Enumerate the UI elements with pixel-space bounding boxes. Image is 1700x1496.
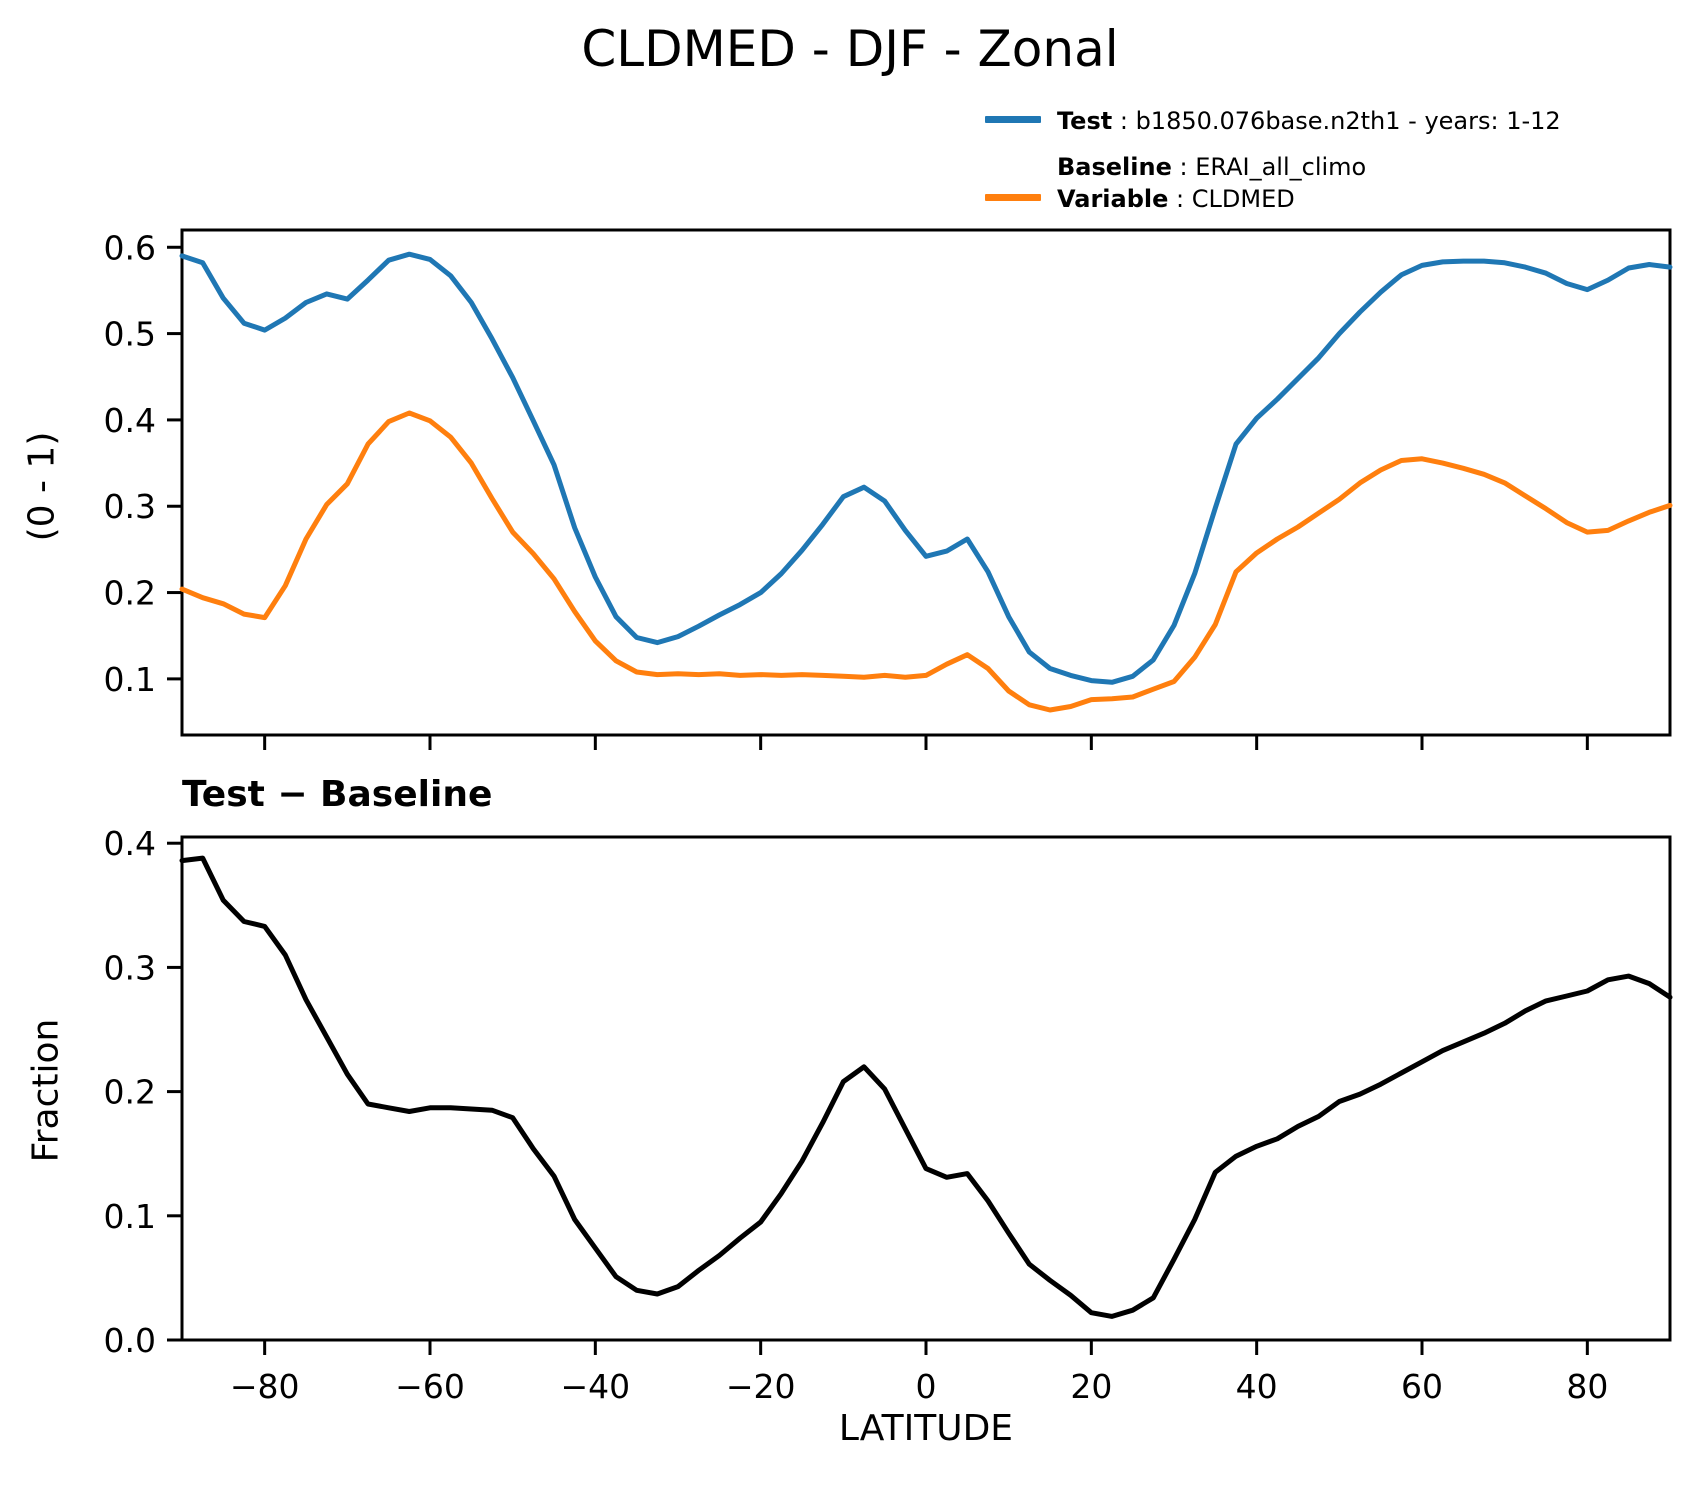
x-tick-label: 20 [1070,1367,1112,1406]
test-line [179,251,1673,685]
y-tick-label: 0.3 [104,948,156,987]
legend: Test : b1850.076base.n2th1 - years: 1-12… [985,106,1561,230]
legend-entry-test: Test : b1850.076base.n2th1 - years: 1-12 [985,106,1561,138]
y-tick-label: 0.6 [104,228,156,267]
y-tick-label: 0.3 [104,487,156,526]
x-axis-label: LATITUDE [838,1408,1014,1449]
axes-frame [180,228,1672,737]
y-tick-label: 0.1 [104,660,156,699]
x-tick-label: 80 [1566,1367,1608,1406]
baseline-line-swatch [985,193,1041,201]
test-line-swatch [985,116,1041,123]
x-tick-label: −80 [230,1367,300,1406]
x-tick-label: −40 [561,1367,631,1406]
chart-title: CLDMED - DJF - Zonal [581,20,1119,78]
x-tick-label: 40 [1236,1367,1278,1406]
y-tick-label: 0.4 [104,824,156,863]
x-tick-label: −20 [726,1367,796,1406]
legend-baseline-label: Baseline : ERAI_all_climo Variable : CLD… [1057,152,1367,213]
diff-line [179,855,1673,1319]
x-tick-label: 0 [916,1367,937,1406]
baseline-line [179,410,1673,713]
x-tick-label: −60 [395,1367,465,1406]
y-tick-label: 0.0 [104,1321,156,1360]
y-tick-label: 0.4 [104,401,156,440]
bottom-panel-y-axis-label: Fraction [25,1018,67,1163]
axes-frame [180,835,1672,1342]
x-tick-label: 60 [1401,1367,1443,1406]
y-tick-label: 0.2 [104,1073,156,1112]
y-tick-label: 0.5 [104,315,156,354]
legend-test-label: Test : b1850.076base.n2th1 - years: 1-12 [1057,107,1561,135]
top-panel-y-axis-label: (0 - 1) [21,431,63,542]
bottom-panel-title: Test − Baseline [182,774,493,815]
legend-entry-baseline: Baseline : ERAI_all_climo Variable : CLD… [985,152,1561,216]
y-tick-label: 0.2 [104,574,156,613]
y-tick-label: 0.1 [104,1197,156,1236]
